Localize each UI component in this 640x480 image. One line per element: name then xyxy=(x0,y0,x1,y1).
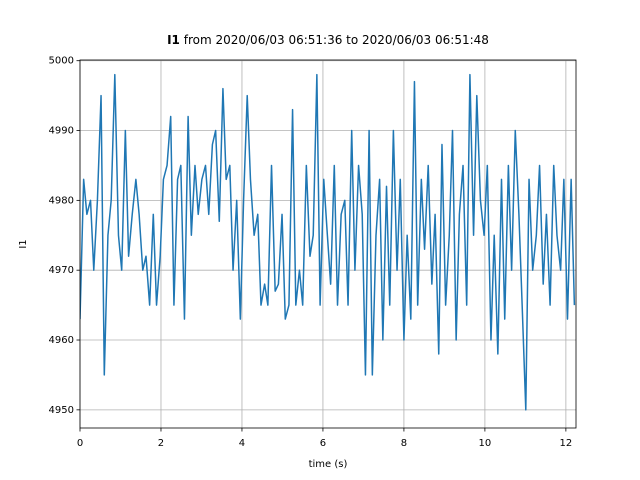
x-tick-label: 8 xyxy=(401,438,407,449)
data-line xyxy=(80,73,576,411)
y-axis-label: I1 xyxy=(18,239,29,248)
title-range: from 2020/06/03 06:51:36 to 2020/06/03 0… xyxy=(184,33,489,47)
x-tick-label: 6 xyxy=(320,438,326,449)
x-tick-label: 10 xyxy=(479,438,492,449)
y-tick-label: 4990 xyxy=(49,126,74,137)
chart-title: I1 from 2020/06/03 06:51:36 to 2020/06/0… xyxy=(167,33,489,47)
x-tick-label: 4 xyxy=(239,438,245,449)
y-tick-label: 4980 xyxy=(49,195,74,206)
y-tick-label: 5000 xyxy=(49,56,74,67)
y-tick-label: 4950 xyxy=(49,405,74,416)
x-tick-label: 2 xyxy=(158,438,164,449)
x-tick-label: 0 xyxy=(77,438,83,449)
y-tick-label: 4960 xyxy=(49,335,74,346)
x-tick-label: 12 xyxy=(560,438,573,449)
y-tick-label: 4970 xyxy=(49,265,74,276)
title-signal: I1 xyxy=(167,33,180,47)
plot-frame xyxy=(79,59,577,429)
x-axis-label: time (s) xyxy=(309,459,348,470)
